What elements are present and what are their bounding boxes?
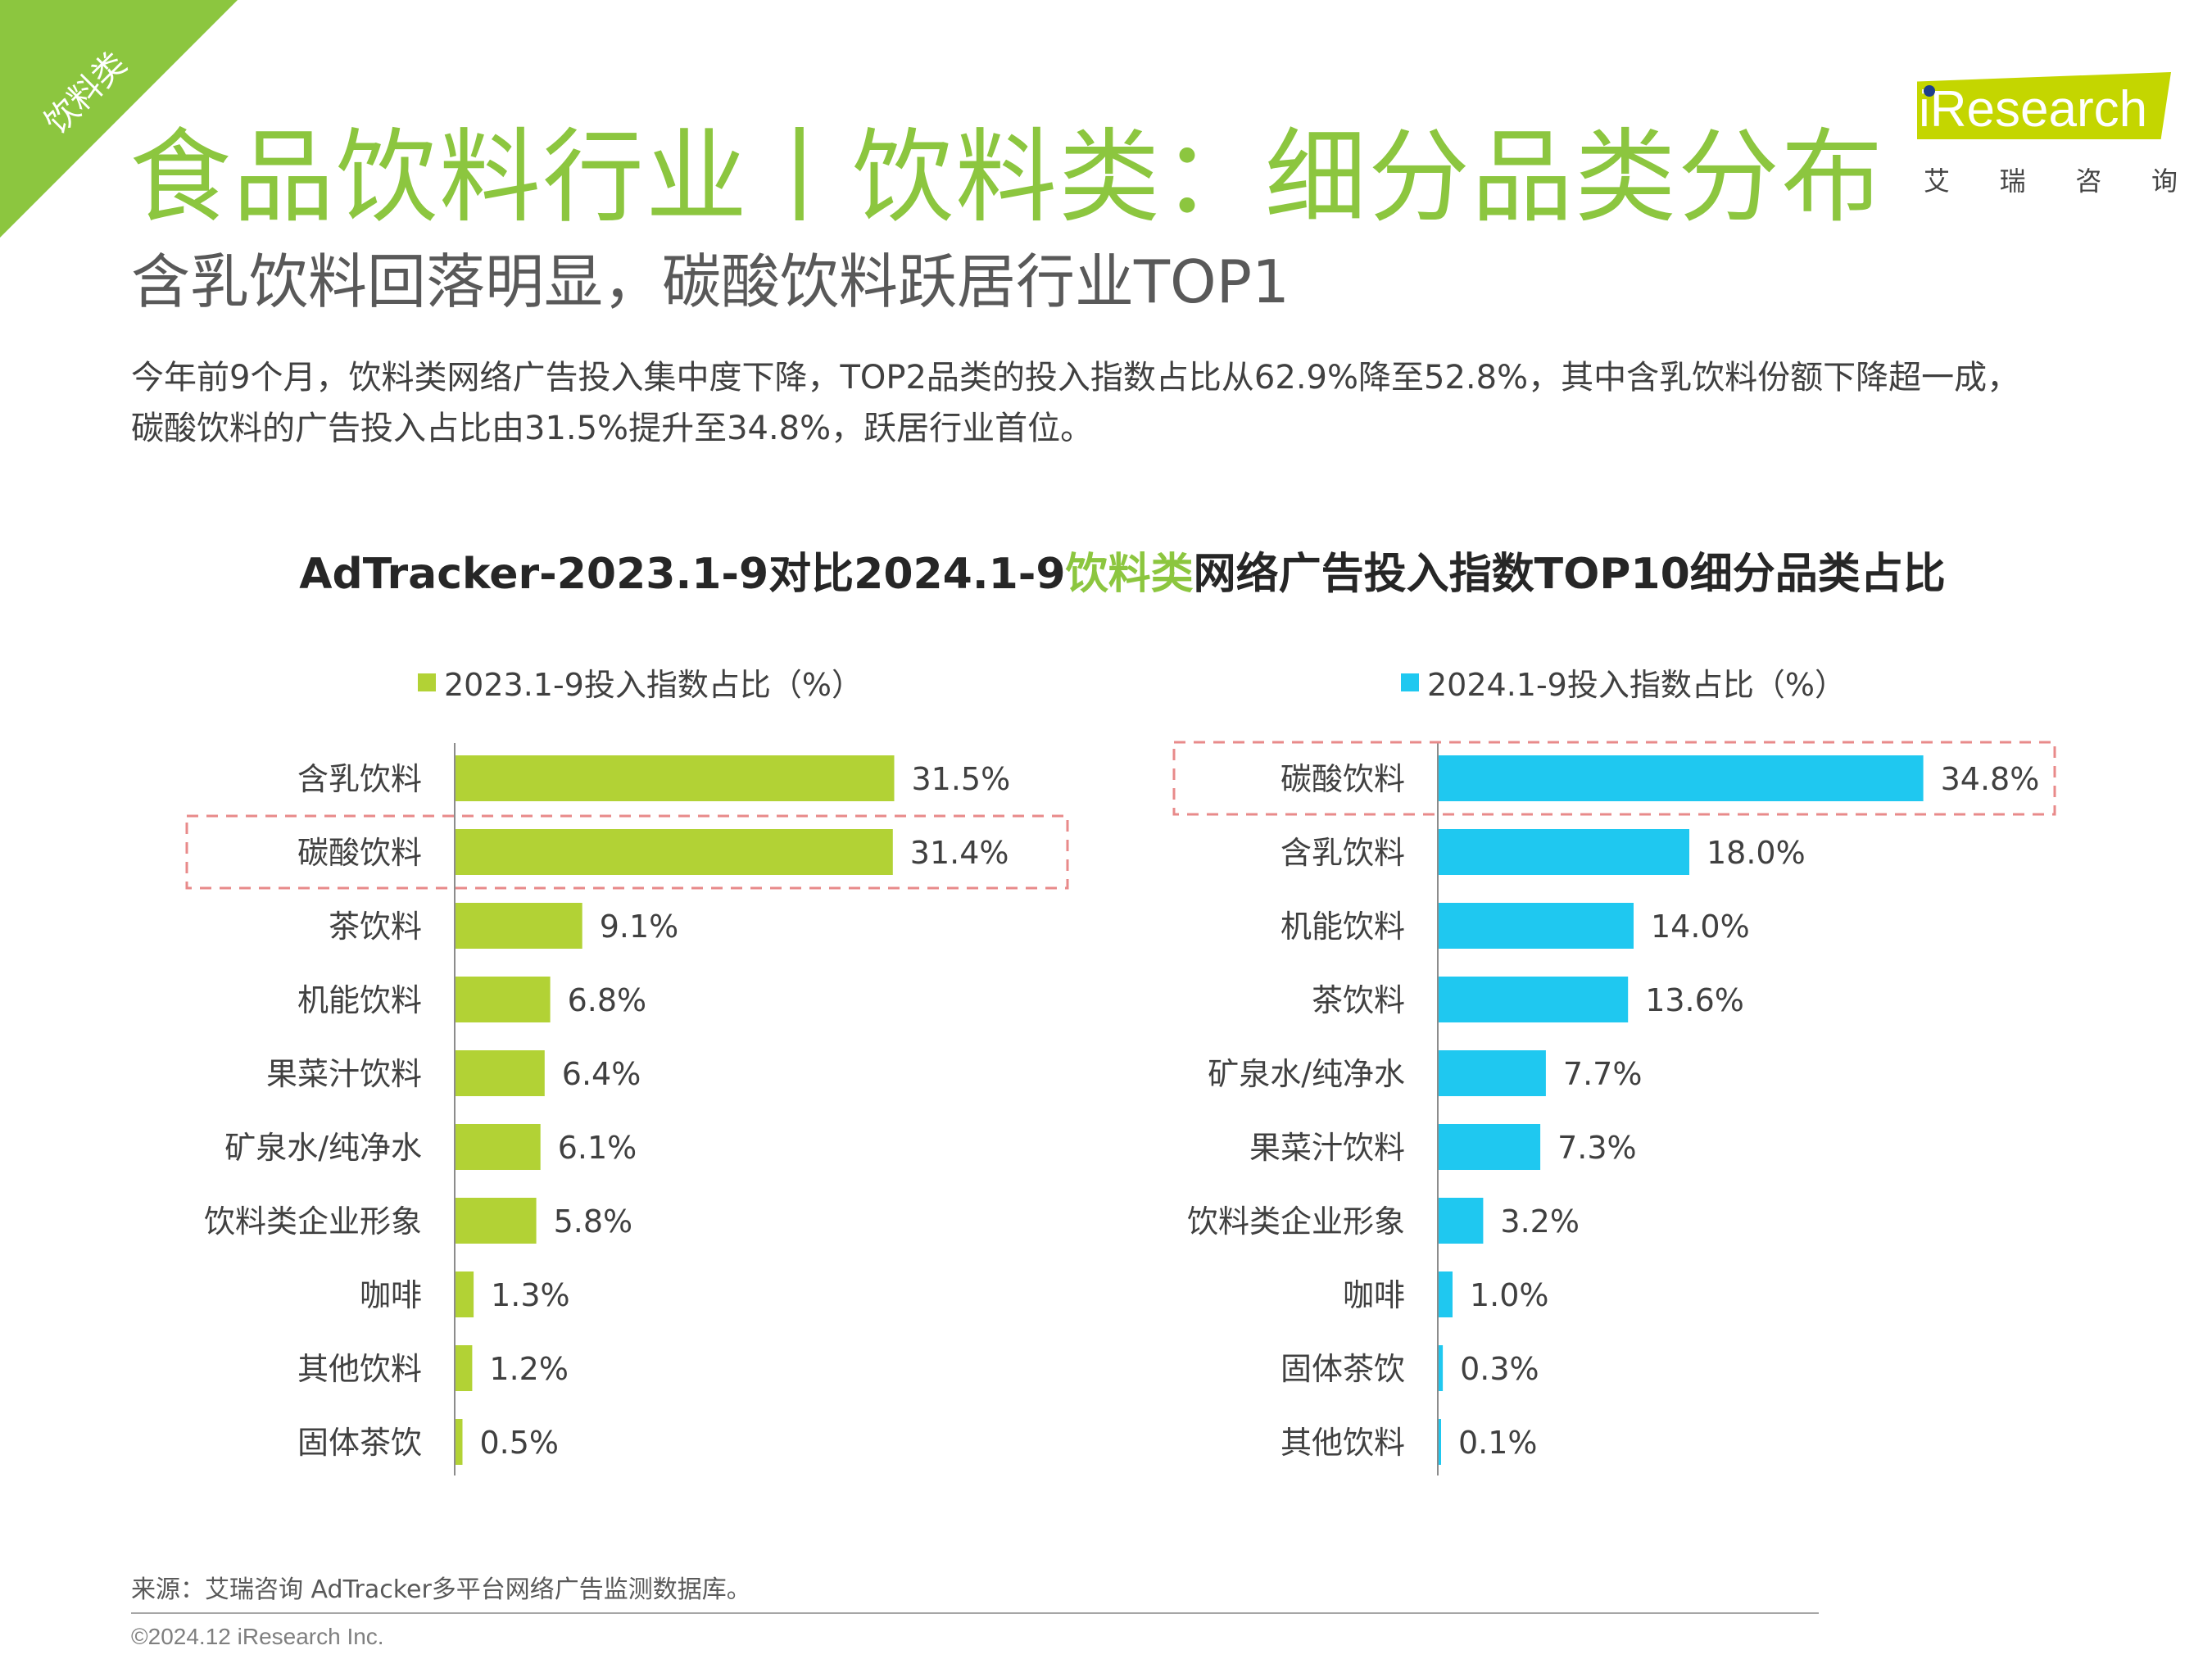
source-note: 来源：艾瑞咨询 AdTracker多平台网络广告监测数据库。: [131, 1575, 751, 1604]
category-label: 含乳饮料: [1281, 835, 1405, 871]
category-label: 果菜汁饮料: [266, 1056, 422, 1092]
legend-swatch-2023: [418, 673, 436, 691]
page-title: 食品饮料行业丨饮料类：细分品类分布: [129, 119, 1885, 237]
category-label: 果菜汁饮料: [1249, 1130, 1405, 1166]
chart-title-prefix: AdTracker-2023.1-9对比2024.1-9: [299, 550, 1066, 599]
bar: [456, 1124, 541, 1170]
category-label: 机能饮料: [1281, 909, 1405, 945]
data-label: 9.1%: [600, 909, 679, 945]
data-label: 14.0%: [1651, 909, 1750, 945]
chart-title-suffix: 网络广告投入指数TOP10细分品类占比: [1193, 550, 1946, 599]
data-label: 7.7%: [1563, 1056, 1643, 1092]
data-label: 6.4%: [562, 1056, 641, 1092]
category-label: 碳酸饮料: [1281, 761, 1405, 797]
data-label: 0.3%: [1460, 1351, 1539, 1387]
bar: [456, 1271, 474, 1317]
data-label: 34.8%: [1941, 761, 2040, 797]
logo-sub-char: 询: [2151, 165, 2178, 197]
data-label: 5.8%: [554, 1203, 633, 1240]
legend-2023: 2023.1-9投入指数占比（%）: [418, 660, 863, 705]
bar: [456, 755, 895, 801]
legend-swatch-2024: [1401, 673, 1419, 691]
bar: [1439, 1345, 1444, 1391]
bar: [1439, 1198, 1484, 1244]
bar: [456, 829, 893, 875]
category-label: 茶饮料: [329, 909, 422, 945]
bar: [1439, 1050, 1546, 1096]
data-label: 6.1%: [558, 1130, 637, 1166]
bar: [456, 1198, 537, 1244]
corner-ribbon: [0, 0, 238, 238]
bar: [1439, 1271, 1453, 1317]
bar: [456, 1419, 463, 1465]
chart-title-highlight: 饮料类: [1065, 550, 1194, 599]
category-label: 固体茶饮: [1281, 1351, 1405, 1387]
iresearch-logo: iResearch 艾 瑞 咨 询: [1917, 72, 2179, 198]
category-label: 矿泉水/纯净水: [1208, 1056, 1405, 1092]
data-label: 1.2%: [489, 1351, 569, 1387]
data-label: 3.2%: [1500, 1203, 1580, 1240]
data-label: 1.3%: [491, 1277, 570, 1313]
data-label: 7.3%: [1557, 1130, 1637, 1166]
category-label: 固体茶饮: [297, 1425, 422, 1461]
bar: [1439, 977, 1629, 1022]
category-label: 咖啡: [360, 1277, 422, 1313]
logo-banner: [1917, 72, 2171, 139]
bar: [1439, 1419, 1441, 1465]
category-label: 碳酸饮料: [297, 835, 422, 871]
copyright: ©2024.12 iResearch Inc.: [131, 1624, 384, 1649]
category-label: 其他饮料: [1281, 1425, 1405, 1461]
legend-2024: 2024.1-9投入指数占比（%）: [1401, 660, 1846, 705]
logo-sub-char: 咨: [2075, 165, 2102, 197]
category-label: 茶饮料: [1312, 982, 1405, 1018]
legend-label-2024: 2024.1-9投入指数占比（%）: [1427, 667, 1846, 703]
data-label: 18.0%: [1707, 835, 1806, 871]
bar: [456, 903, 582, 949]
logo-subtitle: 艾 瑞 咨 询: [1924, 161, 2178, 198]
category-label: 含乳饮料: [297, 761, 422, 797]
logo-sub-char: 艾: [1924, 165, 1951, 197]
logo-dot: [1924, 85, 1935, 97]
description-line-1: 今年前9个月，饮料类网络广告投入集中度下降，TOP2品类的投入指数占比从62.9…: [131, 359, 2020, 397]
data-label: 1.0%: [1470, 1277, 1549, 1313]
category-label: 咖啡: [1343, 1277, 1405, 1313]
data-label: 6.8%: [568, 982, 647, 1018]
data-label: 0.5%: [480, 1425, 560, 1461]
bar: [1439, 829, 1689, 875]
bar: [1439, 903, 1634, 949]
category-label: 其他饮料: [297, 1351, 422, 1387]
data-label: 31.5%: [912, 761, 1011, 797]
bar: [456, 977, 551, 1022]
bar: [456, 1345, 473, 1391]
bar: [1439, 755, 1924, 801]
bar: [456, 1050, 545, 1096]
highlight-box: [185, 814, 1069, 890]
legend-label-2023: 2023.1-9投入指数占比（%）: [444, 667, 863, 703]
category-label: 矿泉水/纯净水: [224, 1130, 422, 1166]
logo-sub-char: 瑞: [1999, 165, 2026, 197]
bar: [1439, 1124, 1541, 1170]
data-label: 31.4%: [910, 835, 1009, 871]
data-label: 0.1%: [1458, 1425, 1538, 1461]
category-label: 机能饮料: [297, 982, 422, 1018]
category-label: 饮料类企业形象: [1187, 1203, 1405, 1240]
description: 今年前9个月，饮料类网络广告投入集中度下降，TOP2品类的投入指数占比从62.9…: [131, 352, 2097, 454]
highlight-box: [1172, 741, 2056, 816]
category-label: 饮料类企业形象: [204, 1203, 422, 1240]
chart-title: AdTracker-2023.1-9对比2024.1-9饮料类网络广告投入指数T…: [0, 539, 2212, 601]
footer-divider: [131, 1612, 1819, 1614]
page-subtitle: 含乳饮料回落明显，碳酸饮料跃居行业TOP1: [131, 247, 1290, 316]
description-line-2: 碳酸饮料的广告投入占比由31.5%提升至34.8%，跃居行业首位。: [131, 410, 1094, 447]
data-label: 13.6%: [1645, 982, 1744, 1018]
logo-text: iResearch: [1919, 81, 2148, 138]
